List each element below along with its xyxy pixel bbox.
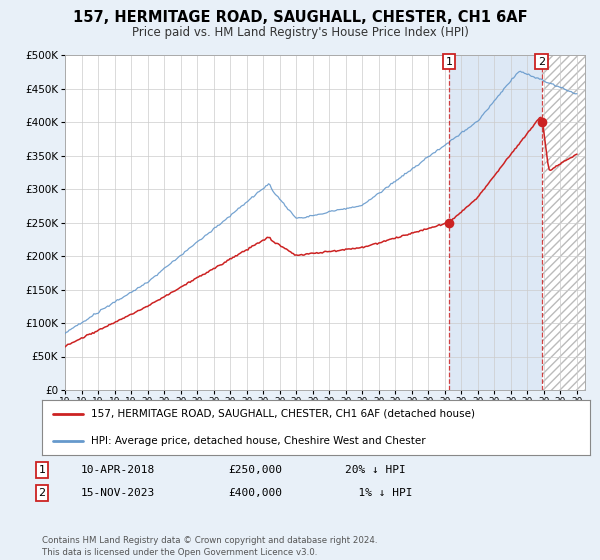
Text: Price paid vs. HM Land Registry's House Price Index (HPI): Price paid vs. HM Land Registry's House …: [131, 26, 469, 39]
Bar: [542, 55, 585, 390]
Text: 10-APR-2018: 10-APR-2018: [81, 465, 155, 475]
Text: 157, HERMITAGE ROAD, SAUGHALL, CHESTER, CH1 6AF: 157, HERMITAGE ROAD, SAUGHALL, CHESTER, …: [73, 10, 527, 25]
Bar: [449, 55, 542, 390]
Bar: [542, 55, 585, 390]
Text: £250,000: £250,000: [228, 465, 282, 475]
Text: £400,000: £400,000: [228, 488, 282, 498]
Text: 2: 2: [38, 488, 46, 498]
Text: HPI: Average price, detached house, Cheshire West and Chester: HPI: Average price, detached house, Ches…: [91, 436, 426, 446]
Text: 20% ↓ HPI: 20% ↓ HPI: [345, 465, 406, 475]
Text: 1: 1: [38, 465, 46, 475]
Text: 1% ↓ HPI: 1% ↓ HPI: [345, 488, 413, 498]
Text: 15-NOV-2023: 15-NOV-2023: [81, 488, 155, 498]
Text: 2: 2: [538, 57, 545, 67]
Text: 157, HERMITAGE ROAD, SAUGHALL, CHESTER, CH1 6AF (detached house): 157, HERMITAGE ROAD, SAUGHALL, CHESTER, …: [91, 409, 475, 419]
Text: Contains HM Land Registry data © Crown copyright and database right 2024.
This d: Contains HM Land Registry data © Crown c…: [42, 536, 377, 557]
Text: 1: 1: [446, 57, 452, 67]
